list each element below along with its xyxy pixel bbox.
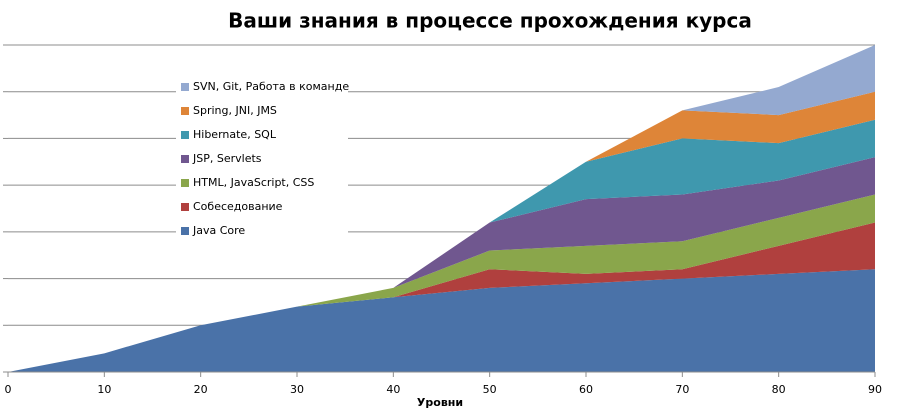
chart-title: Ваши знания в процессе прохождения курса [228,9,752,33]
legend-label: Hibernate, SQL [193,128,277,141]
area [8,194,875,372]
area [8,269,875,372]
x-tick-label: 70 [675,383,689,396]
x-tick-label: 10 [97,383,111,396]
x-tick-label: 30 [290,383,304,396]
legend-label: Java Core [192,224,245,237]
x-tick-label: 20 [194,383,208,396]
area [8,91,875,372]
x-tick-label: 90 [868,383,882,396]
legend-swatch [181,155,189,163]
legend-swatch [181,179,189,187]
x-tick-label: 40 [386,383,400,396]
legend-swatch [181,227,189,235]
legend-label: Собеседование [193,200,283,213]
legend-swatch [181,83,189,91]
legend-box [176,76,348,248]
legend-label: Spring, JNI, JMS [193,104,277,117]
legend-swatch [181,203,189,211]
x-tick-label: 80 [772,383,786,396]
legend-label: HTML, JavaScript, CSS [193,176,314,189]
legend-swatch [181,131,189,139]
legend-label: SVN, Git, Работа в команде [193,80,349,93]
legend-label: JSP, Servlets [192,152,262,165]
x-axis-label: Уровни [417,396,463,409]
area [8,157,875,372]
legend-swatch [181,107,189,115]
x-tick-label: 60 [579,383,593,396]
x-tick-label: 50 [483,383,497,396]
x-tick-label: 0 [5,383,12,396]
area [8,119,875,372]
